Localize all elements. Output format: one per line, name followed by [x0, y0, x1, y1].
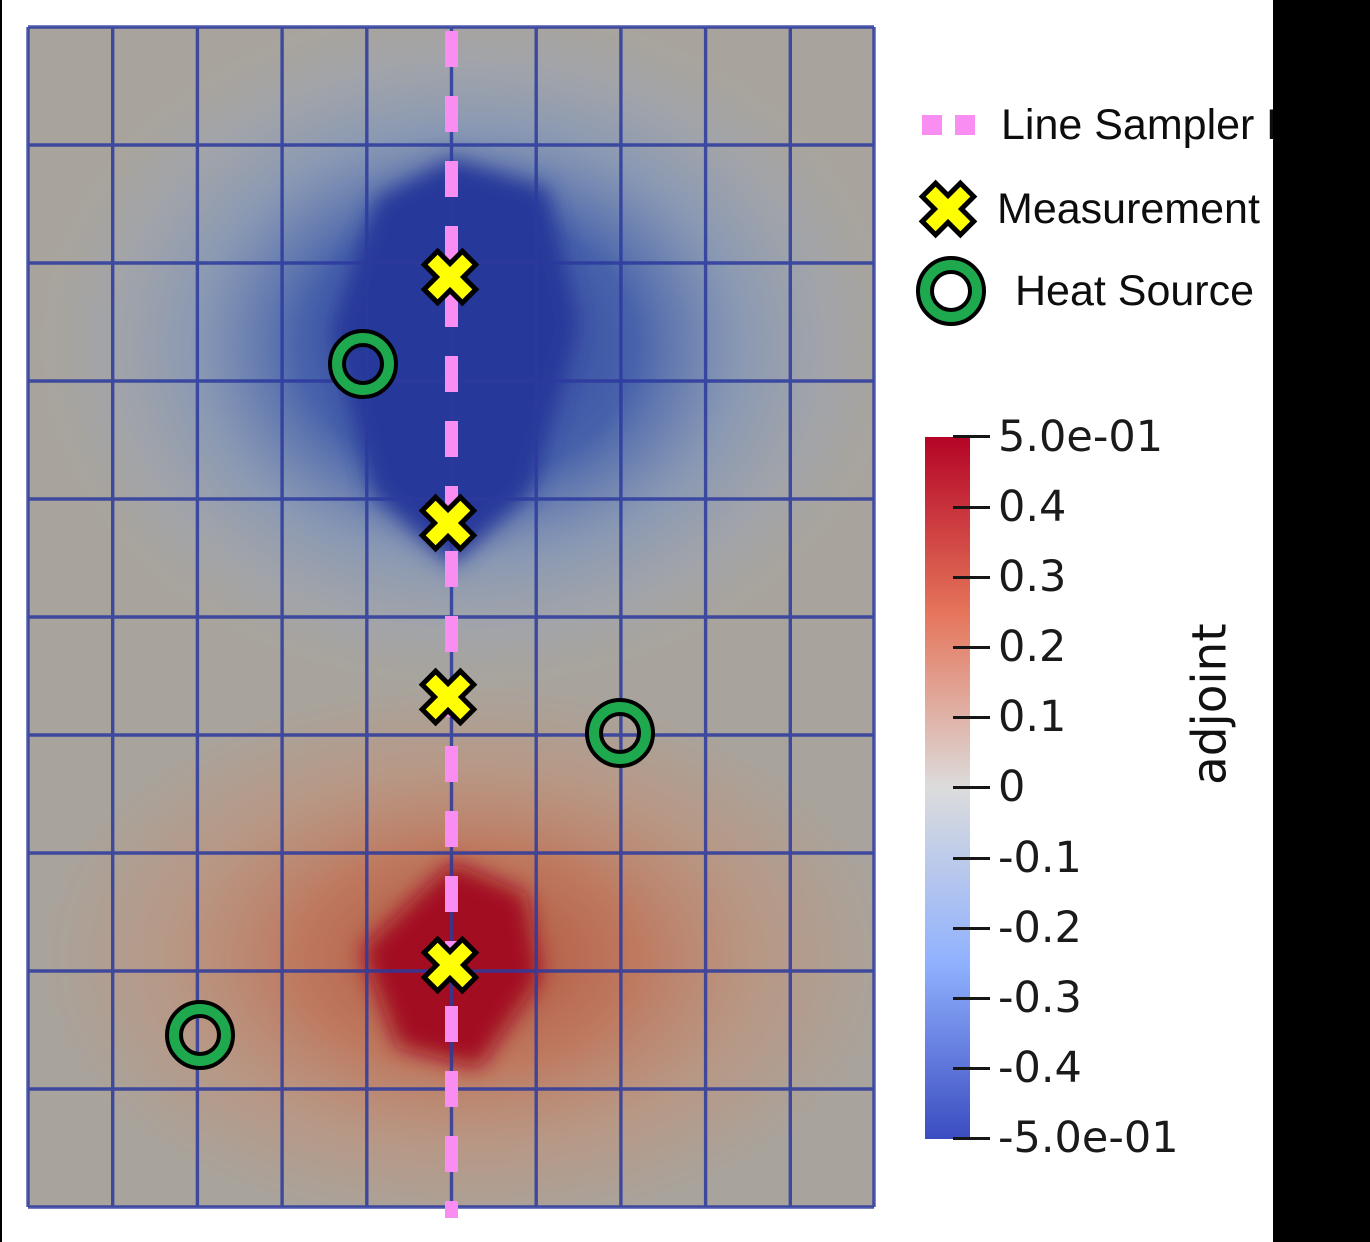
colorbar-tick-label: -0.1 [998, 833, 1082, 883]
colorbar-tick-label: 0.2 [998, 622, 1067, 672]
measurement-marker [418, 493, 478, 553]
colorbar-tick-label: 5.0e-01 [998, 412, 1164, 462]
colorbar-tick [953, 716, 990, 719]
colorbar-tick-label: 0.1 [998, 692, 1067, 742]
colorbar-tick [953, 1067, 990, 1070]
colorbar-tick-label: 0.3 [998, 552, 1067, 602]
legend-label-heat-source: Heat Source [1015, 266, 1255, 315]
legend-item-measurement: Measurement [918, 179, 1260, 239]
measurement-marker [420, 247, 480, 307]
heat-source-marker [165, 1000, 235, 1070]
right-black-sidebar [1273, 0, 1370, 1242]
colorbar-tick [953, 506, 990, 509]
left-edge-line [0, 0, 2, 1242]
dashed-line-icon [955, 115, 975, 135]
colorbar-tick [953, 435, 990, 438]
colorbar-tick [953, 857, 990, 860]
heat-source-marker [328, 329, 398, 399]
colorbar-tick-label: -0.4 [998, 1043, 1082, 1093]
colorbar-tick-label: -0.2 [998, 903, 1082, 953]
dashed-line-icon [922, 115, 942, 135]
legend-label-line-sampler: Line Sampler D [1001, 100, 1298, 149]
colorbar-tick [953, 997, 990, 1000]
legend-item-line-sampler: Line Sampler D [922, 97, 1297, 153]
heat-source-marker [585, 698, 655, 768]
colorbar-tick [953, 1137, 990, 1140]
x-marker-icon [918, 179, 978, 239]
colorbar-tick-label: -0.3 [998, 973, 1082, 1023]
colorbar-tick [953, 786, 990, 789]
colorbar-tick-label: -5.0e-01 [998, 1113, 1179, 1163]
colorbar-tick [953, 576, 990, 579]
legend-label-measurement: Measurement [997, 184, 1260, 233]
ring-icon [916, 256, 986, 326]
colorbar-tick [953, 646, 990, 649]
measurement-marker [420, 935, 480, 995]
colorbar-tick-label: 0.4 [998, 482, 1067, 532]
heat-source-markers [165, 329, 655, 1070]
measurement-marker [418, 667, 478, 727]
colorbar-tick-label: 0 [998, 762, 1026, 812]
legend-item-heat-source: Heat Source [915, 256, 1255, 326]
colorbar-tick [953, 927, 990, 930]
measurement-markers [418, 247, 480, 995]
